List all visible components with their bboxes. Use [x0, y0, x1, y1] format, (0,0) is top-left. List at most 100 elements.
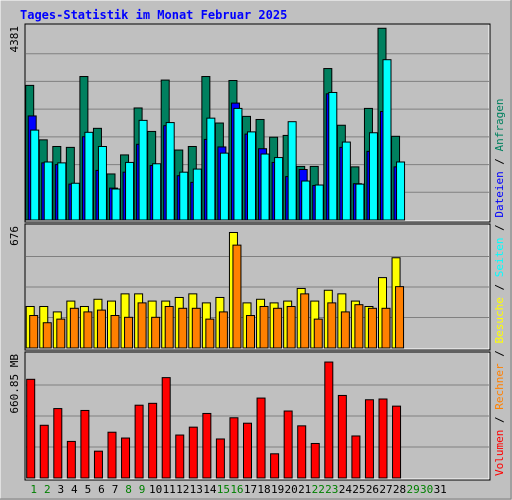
- bar-rechner-3: [56, 318, 66, 349]
- x-tick-label-day-26: 26: [366, 483, 379, 496]
- bar-seiten-4: [70, 182, 80, 221]
- bar-volumen-15: [215, 438, 225, 479]
- bar-volumen-19: [270, 453, 280, 479]
- bar-seiten-9: [138, 119, 148, 221]
- legend-separator: /: [493, 344, 506, 364]
- bar-volumen-8: [121, 437, 131, 479]
- right-side-legend: Volumen / Rechner / Besuche / Seiten / D…: [493, 98, 506, 476]
- x-tick-label-day-14: 14: [203, 483, 217, 496]
- bar-volumen-28: [392, 405, 402, 479]
- bar-volumen-10: [148, 402, 158, 479]
- bar-seiten-6: [97, 145, 107, 221]
- x-tick-label-day-3: 3: [57, 483, 64, 496]
- x-tick-label-day-18: 18: [257, 483, 270, 496]
- x-tick-label-day-20: 20: [285, 483, 298, 496]
- legend-item-volumen: Volumen: [493, 430, 506, 476]
- chart-title: Tages-Statistik im Monat Februar 2025: [20, 8, 287, 22]
- legend-item-rechner: Rechner: [493, 363, 506, 410]
- x-tick-label-day-17: 17: [244, 483, 257, 496]
- bar-rechner-1: [29, 315, 39, 349]
- bar-seiten-8: [125, 161, 135, 221]
- bar-seiten-26: [368, 132, 378, 221]
- x-tick-label-day-30: 30: [420, 483, 433, 496]
- x-tick-label-day-28: 28: [393, 483, 406, 496]
- bar-volumen-22: [310, 442, 320, 479]
- bar-seiten-23: [328, 91, 338, 221]
- bar-volumen-18: [256, 397, 266, 479]
- x-tick-label-day-22: 22: [312, 483, 325, 496]
- bar-rechner-18: [259, 305, 269, 349]
- y-max-label: 660.85 MB: [8, 354, 21, 414]
- bar-rechner-5: [83, 311, 93, 349]
- y-max-label: 4381: [8, 26, 21, 53]
- x-tick-label-day-4: 4: [71, 483, 78, 496]
- bar-seiten-1: [30, 129, 40, 221]
- bar-volumen-21: [297, 425, 307, 479]
- bar-rechner-22: [313, 318, 323, 349]
- x-tick-label-day-29: 29: [406, 483, 419, 496]
- panel-volume: 660.85 MB: [8, 351, 491, 481]
- x-tick-label-day-23: 23: [325, 483, 338, 496]
- bar-seiten-19: [274, 157, 284, 221]
- bar-rechner-11: [164, 305, 174, 349]
- bar-volumen-26: [364, 399, 374, 479]
- bar-rechner-25: [354, 304, 364, 349]
- bar-rechner-9: [137, 302, 147, 349]
- bar-rechner-26: [367, 307, 377, 349]
- panel-visits: 676: [8, 223, 491, 351]
- bar-rechner-10: [151, 316, 161, 349]
- x-axis-day-labels: 1 2 3 4 5 6 7 8 9 10 11 12 13 14 15 16 17 18 19 20 21 22 23 24 2…: [30, 483, 446, 496]
- legend-separator: /: [493, 410, 506, 430]
- x-tick-label-day-10: 10: [149, 483, 162, 496]
- bar-rechner-14: [205, 318, 215, 349]
- legend-text: Volumen / Rechner / Besuche / Seiten / D…: [493, 98, 506, 476]
- bar-volumen-3: [53, 408, 63, 479]
- bar-seiten-22: [314, 184, 324, 221]
- x-tick-label-day-27: 27: [379, 483, 392, 496]
- bar-volumen-25: [351, 435, 361, 479]
- legend-item-seiten: Seiten: [493, 238, 506, 278]
- legend-item-dateien: Dateien: [493, 171, 506, 217]
- bar-rechner-7: [110, 315, 120, 349]
- bar-volumen-2: [39, 424, 49, 479]
- bar-seiten-13: [192, 168, 202, 221]
- legend-separator: /: [493, 277, 506, 297]
- x-tick-label-day-12: 12: [176, 483, 189, 496]
- bar-volumen-9: [134, 404, 144, 479]
- x-tick-label-day-31: 31: [434, 483, 447, 496]
- x-tick-label-day-2: 2: [44, 483, 51, 496]
- bar-seiten-3: [57, 162, 67, 221]
- bar-seiten-28: [396, 161, 406, 221]
- bar-volumen-1: [26, 378, 36, 479]
- bar-volumen-5: [80, 409, 90, 479]
- bar-seiten-17: [247, 131, 256, 221]
- bar-volumen-14: [202, 412, 212, 479]
- bar-seiten-11: [165, 122, 175, 221]
- x-tick-label-day-13: 13: [190, 483, 203, 496]
- bar-seiten-14: [206, 117, 216, 221]
- x-tick-label-day-19: 19: [271, 483, 284, 496]
- bar-volumen-13: [188, 426, 198, 479]
- bar-rechner-19: [273, 307, 283, 349]
- bar-rechner-13: [191, 307, 201, 349]
- bar-seiten-15: [219, 152, 229, 221]
- bar-seiten-25: [355, 183, 365, 221]
- x-tick-label-day-6: 6: [98, 483, 105, 496]
- bar-seiten-18: [260, 153, 270, 221]
- bar-volumen-24: [337, 394, 347, 479]
- bar-seiten-16: [233, 107, 243, 221]
- bar-volumen-4: [66, 440, 76, 479]
- legend-separator: /: [493, 151, 506, 171]
- bar-seiten-12: [179, 171, 189, 221]
- x-tick-label-day-1: 1: [30, 483, 37, 496]
- bar-volumen-23: [324, 361, 334, 479]
- bar-rechner-2: [42, 322, 52, 349]
- bar-rechner-21: [300, 293, 310, 349]
- bar-seiten-27: [382, 59, 392, 221]
- bar-rechner-24: [340, 311, 350, 349]
- bar-volumen-7: [107, 431, 117, 479]
- legend-item-anfragen: Anfragen: [493, 98, 506, 151]
- legend-separator: /: [493, 218, 506, 238]
- x-tick-label-day-16: 16: [230, 483, 243, 496]
